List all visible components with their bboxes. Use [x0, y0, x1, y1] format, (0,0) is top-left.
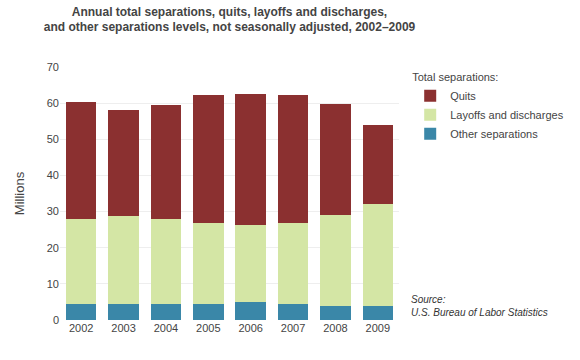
svg-text:Annual total separations, quit: Annual total separations, quits, layoffs… — [44, 5, 416, 35]
svg-text:2009: 2009 — [366, 322, 390, 334]
svg-text:Source:U.S. Bureau of Labor St: Source:U.S. Bureau of Labor Statistics — [411, 294, 548, 318]
svg-text:Quits: Quits — [450, 90, 476, 102]
svg-text:10: 10 — [47, 278, 59, 290]
svg-text:50: 50 — [47, 133, 59, 145]
svg-text:70: 70 — [47, 61, 59, 73]
svg-text:30: 30 — [47, 205, 59, 217]
svg-text:2007: 2007 — [281, 322, 305, 334]
svg-text:Other separations: Other separations — [450, 128, 538, 140]
svg-text:Total separations:: Total separations: — [412, 71, 498, 83]
svg-text:60: 60 — [47, 97, 59, 109]
svg-text:20: 20 — [47, 242, 59, 254]
svg-text:2004: 2004 — [154, 322, 178, 334]
svg-text:Layoffs and discharges: Layoffs and discharges — [450, 109, 563, 121]
svg-text:0: 0 — [53, 314, 59, 326]
svg-text:2008: 2008 — [323, 322, 347, 334]
svg-text:2002: 2002 — [69, 322, 93, 334]
svg-text:2006: 2006 — [238, 322, 262, 334]
svg-text:40: 40 — [47, 169, 59, 181]
svg-text:2003: 2003 — [111, 322, 135, 334]
svg-text:Millions: Millions — [12, 171, 27, 215]
svg-text:2005: 2005 — [196, 322, 220, 334]
